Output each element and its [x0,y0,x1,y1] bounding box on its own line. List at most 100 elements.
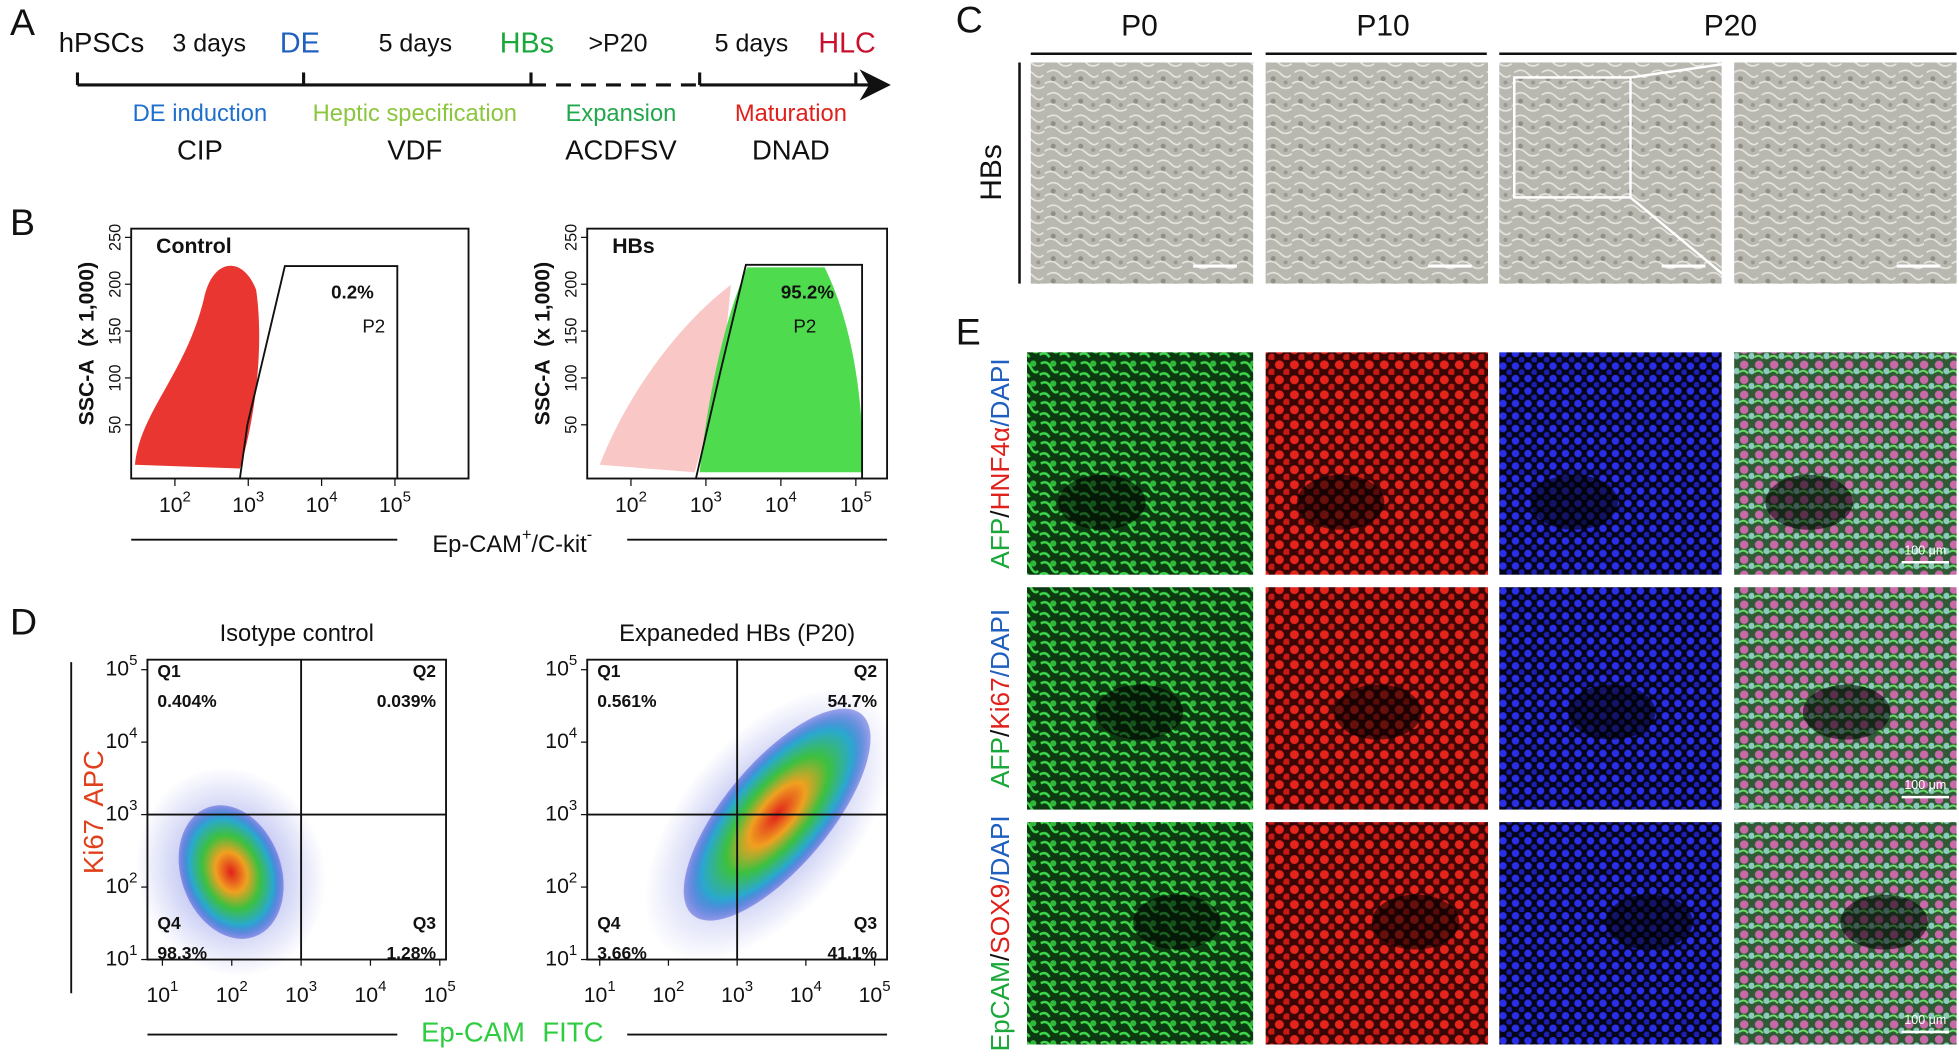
stage-time-label: HLC [818,28,875,60]
x-tick-label: 101 [584,978,616,1006]
column-header: P20 [1704,9,1757,42]
dark-region [1840,894,1928,950]
tick-exponent: 5 [863,488,871,505]
micrograph [1734,62,1957,284]
y-tick-label: 150 [563,318,581,345]
tick-base: 10 [146,983,170,1006]
dark-region [1133,894,1221,950]
micrograph [1265,62,1489,284]
x-axis-label: Ep-CAM FITC [421,1017,603,1048]
quadrant-percent: 41.1% [828,943,878,963]
x-tick-label: 103 [285,978,317,1006]
tick-base: 10 [545,730,569,753]
tick-exponent: 5 [129,652,137,669]
stain-part: AFP [985,518,1015,569]
x-tick-label: 105 [859,978,891,1006]
stain-part: SOX9 [985,884,1015,954]
quadrant-percent: 98.3% [157,943,207,963]
second-sign: - [587,526,592,544]
y-tick-label: 100 [106,364,124,391]
stain-part: /DAPI [985,358,1015,426]
panel-label: C [956,0,983,40]
stain-part: / [985,510,1015,518]
stain-part: HNF4α [985,427,1015,511]
tick-exponent: 5 [882,978,890,995]
tick-exponent: 5 [569,652,577,669]
y-tick-label: 103 [545,797,577,825]
y-tick-label: 100 [563,364,581,391]
quadrant-name: Q2 [854,661,878,681]
tick-base: 10 [790,983,814,1006]
tick-base: 10 [545,657,569,680]
gate-percent: 0.2% [331,282,374,303]
tick-exponent: 3 [569,797,577,814]
tick-base: 10 [840,494,864,517]
tick-base: 10 [105,875,129,898]
x-tick-label: 102 [159,488,191,516]
y-axis-label: Ki67 APC [78,750,109,874]
tick-exponent: 1 [170,978,178,995]
stage-medium: DNAD [752,135,830,166]
tick-exponent: 2 [569,869,577,886]
stage-time-label: 5 days [715,30,789,58]
cell-population-cloud [599,284,731,473]
stage-name: Maturation [735,101,847,127]
scale-bar-label: 100 μm [1904,778,1946,792]
x-tick-label: 102 [216,978,248,1006]
quadrant-name: Q4 [157,913,181,933]
scale-bar-label: 100 μm [1904,1013,1946,1027]
x-axis-label: Ep-CAM+/C-kit- [432,526,592,558]
plot-title: Isotype control [220,621,374,647]
stain-part: / [985,729,1015,737]
tick-exponent: 5 [447,978,455,995]
x-tick-label: 104 [765,488,797,516]
tick-exponent: 5 [403,488,411,505]
x-tick-label: 103 [232,488,264,516]
y-axis-name: SSC-A [75,359,98,425]
y-tick-label: 103 [105,797,137,825]
y-tick-label: 102 [105,869,137,897]
stage-time-label: hPSCs [59,27,145,58]
panel-label: D [10,601,37,643]
inset-link [1629,196,1735,285]
tick-base: 10 [285,983,309,1006]
y-axis-label: SSC-A (x 1,000) [75,262,98,425]
plot-title: Expaneded HBs (P20) [619,621,855,647]
tick-base: 10 [859,983,883,1006]
tick-base: 10 [105,802,129,825]
tick-exponent: 3 [256,488,264,505]
fluorescence-image [1027,352,1254,575]
marker: Ep-CAM [432,532,522,558]
y-axis-name: SSC-A [531,359,554,425]
stain-part: AFP [985,737,1015,788]
tick-exponent: 4 [129,724,137,741]
inset-link [1630,61,1735,79]
quadrant-percent: 3.66% [597,943,647,963]
tick-base: 10 [584,983,608,1006]
quadrant-percent: 0.561% [597,691,657,711]
tick-exponent: 4 [378,978,386,995]
tick-base: 10 [545,802,569,825]
quadrant-percent: 54.7% [828,691,878,711]
tick-base: 10 [765,494,789,517]
x-tick-label: 102 [652,978,684,1006]
x-axis-fluor: FITC [542,1017,603,1048]
y-tick-label: 250 [563,224,581,251]
stain-label: AFP/Ki67/DAPI [985,609,1015,788]
stain-part: EpCAM [985,961,1015,1051]
fluorescence-image [1734,352,1957,575]
stage-time-label: 3 days [172,30,246,58]
stain-label: EpCAM/SOX9/DAPI [985,815,1015,1051]
tick-exponent: 4 [569,724,577,741]
y-axis-unit: (x 1,000) [75,262,98,347]
y-tick-label: 50 [563,416,581,434]
stage-time-label: DE [280,28,320,60]
y-tick-label: 250 [106,224,124,251]
tick-base: 10 [105,657,129,680]
y-axis-unit: (x 1,000) [531,262,554,347]
tick-base: 10 [721,983,745,1006]
tick-base: 10 [424,983,448,1006]
y-tick-label: 104 [105,724,137,752]
fluorescence-image [1499,352,1722,575]
